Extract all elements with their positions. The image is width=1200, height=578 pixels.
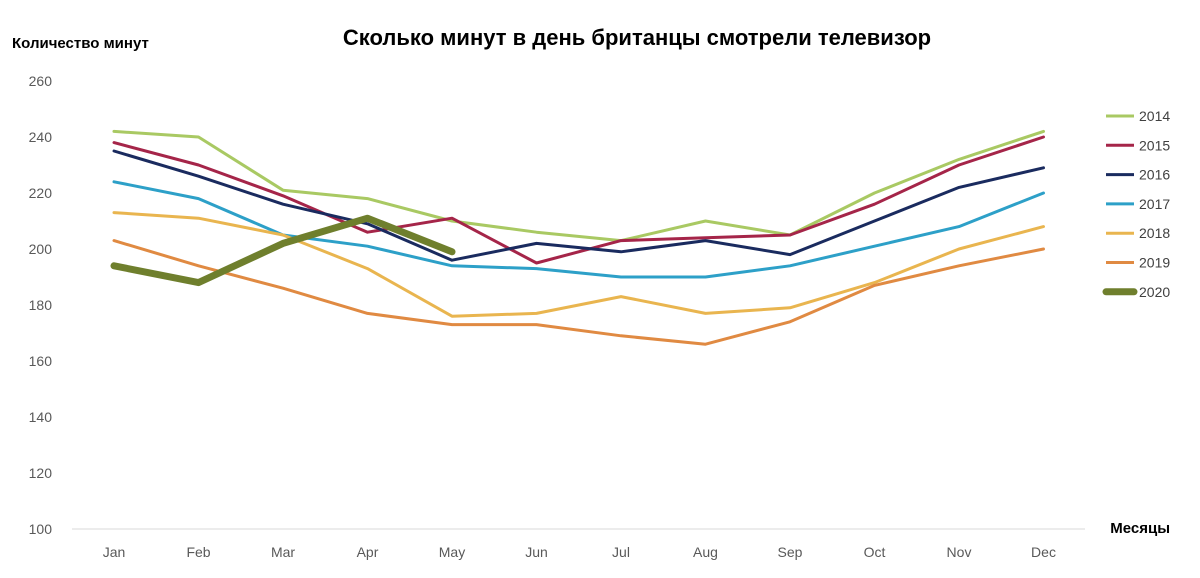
legend-label-2017: 2017 [1139, 196, 1170, 212]
series-line-2020 [110, 214, 456, 287]
y-tick-label: 120 [29, 465, 53, 481]
x-tick-label: Feb [186, 544, 210, 560]
legend: 2014 2015 2016 2017 2018 2019 2020 [1102, 108, 1170, 300]
y-tick-label: 140 [29, 409, 53, 425]
x-axis-title: Месяцы [1110, 520, 1170, 537]
x-tick-label: Aug [693, 544, 718, 560]
series-line-2016 [112, 149, 1045, 262]
series-lines [110, 129, 1045, 346]
legend-label-2014: 2014 [1139, 108, 1170, 124]
x-tick-label: Oct [864, 544, 886, 560]
x-tick-label: Dec [1031, 544, 1056, 560]
legend-label-2019: 2019 [1139, 255, 1170, 271]
series-line-2017 [112, 180, 1045, 279]
y-axis-ticks: 100 120 140 160 180 200 220 240 260 [29, 73, 53, 537]
y-tick-label: 220 [29, 185, 53, 201]
series-line-2019 [112, 239, 1045, 346]
x-tick-label: May [439, 544, 465, 560]
x-tick-label: Nov [947, 544, 972, 560]
y-axis-title: Количество минут [12, 35, 149, 52]
legend-label-2018: 2018 [1139, 225, 1170, 241]
x-tick-label: Mar [271, 544, 295, 560]
y-tick-label: 180 [29, 297, 53, 313]
y-tick-label: 200 [29, 241, 53, 257]
y-tick-label: 240 [29, 129, 53, 145]
x-tick-label: Jan [103, 544, 126, 560]
x-tick-label: Sep [778, 544, 803, 560]
x-axis-ticks: Jan Feb Mar Apr May Jun Jul Aug Sep Oct Nov Dec [103, 544, 1056, 560]
legend-label-2016: 2016 [1139, 167, 1170, 183]
series-line-2018 [112, 211, 1045, 318]
series-line-2014 [112, 129, 1045, 243]
legend-label-2020: 2020 [1139, 284, 1170, 300]
y-tick-label: 160 [29, 353, 53, 369]
y-tick-label: 100 [29, 521, 53, 537]
legend-label-2015: 2015 [1139, 137, 1170, 153]
x-tick-label: Jul [612, 544, 630, 560]
y-tick-label: 260 [29, 73, 53, 89]
x-tick-label: Jun [525, 544, 548, 560]
chart-title: Сколько минут в день британцы смотрели т… [343, 25, 931, 50]
x-tick-label: Apr [357, 544, 379, 560]
series-line-2015 [112, 135, 1045, 265]
